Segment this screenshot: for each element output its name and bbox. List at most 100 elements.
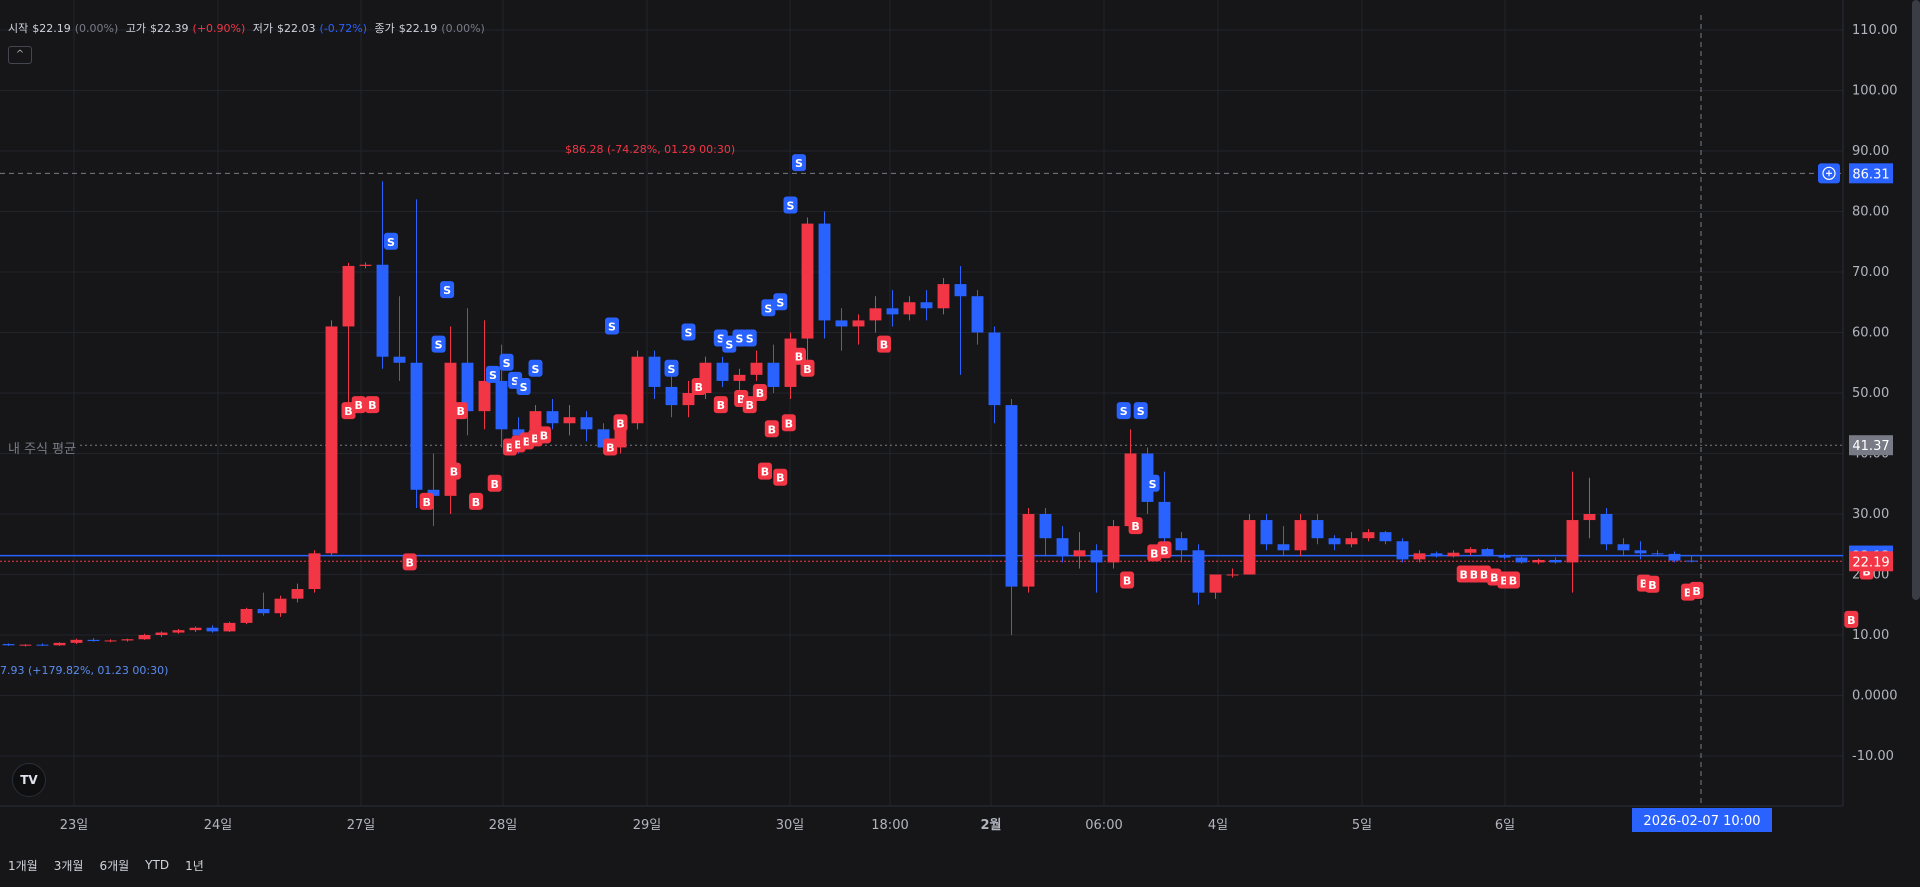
buy-marker: B [446, 462, 461, 480]
candle-body [342, 265, 355, 327]
marker-badge [783, 196, 798, 214]
sell-marker: S [1145, 474, 1160, 492]
candle-body [1124, 453, 1137, 527]
candle-body [1583, 514, 1596, 521]
range-3m-button[interactable]: 3개월 [53, 858, 84, 873]
low-change: (-0.72%) [319, 22, 368, 35]
range-1m-button[interactable]: 1개월 [8, 858, 38, 873]
y-tick-label: 110.00 [1852, 23, 1898, 38]
candle-body [614, 423, 627, 448]
low-value: $22.03 [277, 22, 316, 35]
chevron-up-icon: ^ [15, 49, 25, 60]
candle-body [155, 632, 168, 635]
marker-label: S [608, 320, 616, 333]
candle-body [1056, 538, 1069, 557]
price-label-bg [1849, 435, 1893, 456]
candle-body [1651, 553, 1664, 555]
candle-body [1260, 520, 1273, 545]
candle-body [886, 308, 899, 315]
marker-badge [431, 335, 446, 353]
sell-marker: S [486, 365, 500, 383]
marker-label: B [768, 423, 776, 436]
marker-badge [605, 317, 619, 335]
marker-label: S [764, 302, 772, 315]
candle-body [1209, 574, 1222, 593]
buy-marker: B [1128, 517, 1143, 535]
candle-body [1600, 514, 1613, 545]
candle-body [988, 332, 1001, 406]
collapse-legend-button[interactable]: ^ [8, 46, 32, 64]
marker-label: S [1137, 405, 1145, 418]
buy-marker: B [613, 414, 628, 432]
candle-body [835, 320, 848, 327]
marker-badge [664, 359, 679, 377]
y-tick-label: 0.0000 [1852, 689, 1898, 704]
candle-body [444, 362, 457, 496]
price-label-bg [1849, 551, 1893, 572]
buy-marker: B [419, 492, 434, 510]
candle-body [53, 642, 66, 646]
marker-label: B [406, 556, 414, 569]
marker-label: B [1640, 578, 1648, 591]
candle-body [971, 296, 984, 333]
marker-badge [486, 365, 500, 383]
marker-label: S [787, 199, 795, 212]
candle-body [461, 362, 474, 412]
marker-label: B [1500, 575, 1508, 588]
candle-body [563, 417, 576, 424]
marker-badge [1133, 402, 1148, 420]
candle-body [1566, 520, 1579, 563]
candle-body [1243, 520, 1256, 575]
tradingview-logo-icon[interactable]: TV [12, 763, 46, 797]
marker-badge [713, 396, 728, 414]
marker-label: B [472, 496, 480, 509]
marker-badge [446, 462, 461, 480]
x-tick-label: 18:00 [871, 818, 908, 833]
marker-badge [603, 438, 618, 456]
marker-label: S [443, 284, 451, 297]
candle-body [784, 338, 797, 387]
marker-label: S [668, 363, 676, 376]
crosshair-price-label: 86.31 [1849, 163, 1893, 184]
add-alert-icon[interactable] [1818, 163, 1840, 184]
marker-badge [499, 353, 514, 371]
sell-marker: S [528, 359, 543, 377]
marker-badge [469, 492, 483, 510]
marker-label: S [685, 327, 693, 340]
marker-label: B [1684, 587, 1692, 600]
marker-label: S [795, 157, 803, 170]
candle-body [87, 639, 100, 642]
marker-label: B [423, 496, 431, 509]
candle-body [512, 429, 525, 436]
candle-body [1362, 532, 1375, 539]
marker-badge [758, 462, 772, 480]
sell-marker: S [664, 359, 679, 377]
candle-body [1464, 549, 1477, 553]
sell-marker: S [605, 317, 619, 335]
range-1y-button[interactable]: 1년 [185, 858, 204, 873]
sell-marker: S [516, 377, 531, 395]
sell-marker: S [440, 281, 455, 299]
candle-body [172, 630, 185, 633]
marker-badge [792, 154, 806, 172]
candle-body [750, 362, 763, 375]
candles-group [2, 181, 1698, 647]
y-tick-label: 70.00 [1852, 265, 1889, 280]
x-tick-label: 2월 [980, 817, 1001, 833]
marker-label: B [1862, 565, 1870, 578]
buy-marker: B [537, 426, 551, 444]
x-tick-label: 30일 [776, 818, 805, 833]
candle-body [376, 264, 389, 357]
candle-body [1617, 544, 1630, 551]
candle-body [801, 223, 814, 339]
marker-label: B [717, 399, 725, 412]
range-ytd-button[interactable]: YTD [145, 858, 170, 872]
candle-body [1481, 549, 1494, 556]
scrollbar-thumb[interactable] [1912, 0, 1920, 600]
range-6m-button[interactable]: 6개월 [99, 858, 130, 873]
price-label-text: 86.31 [1852, 167, 1889, 182]
candle-body [954, 284, 967, 297]
y-tick-label: -10.00 [1852, 749, 1894, 764]
